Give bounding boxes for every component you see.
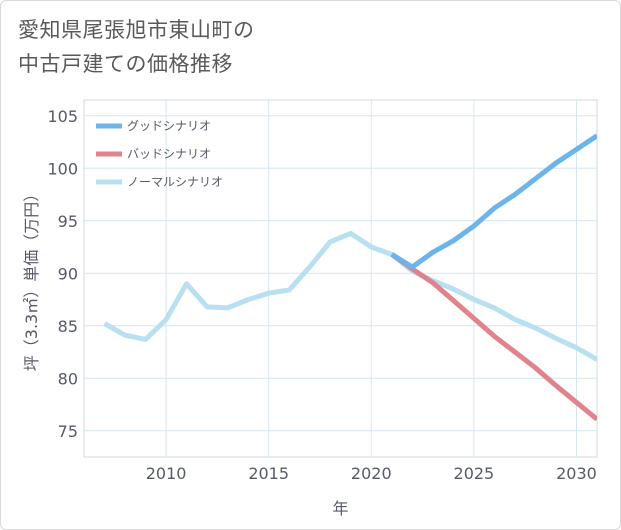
chart-title-line-2: 中古戸建ての価格推移	[18, 52, 233, 76]
legend-label: グッドシナリオ	[127, 119, 211, 133]
y-axis-label: 坪（3.3㎡）単価（万円）	[22, 186, 41, 371]
x-tick-label: 2030	[556, 464, 597, 483]
legend-label: バッドシナリオ	[127, 147, 211, 161]
y-tick-label: 80	[58, 369, 78, 388]
y-tick-label: 105	[47, 107, 78, 126]
x-tick-label: 2020	[351, 464, 392, 483]
y-tick-label: 90	[58, 264, 78, 283]
x-tick-label: 2010	[146, 464, 187, 483]
plot-area	[83, 99, 598, 458]
chart-title: 愛知県尾張旭市東山町の 中古戸建ての価格推移	[18, 13, 255, 81]
x-axis-label: 年	[332, 499, 348, 518]
y-tick-label: 75	[58, 422, 78, 441]
series-line-0	[390, 133, 597, 270]
series-line-1	[390, 252, 597, 422]
series-line-2	[103, 230, 597, 362]
series-layer	[103, 133, 597, 422]
y-tick-label: 95	[58, 212, 78, 231]
x-tick-label: 2025	[454, 464, 495, 483]
x-tick-label: 2015	[248, 464, 289, 483]
y-tick-label: 85	[58, 317, 78, 336]
tick-labels: 75 80 85 90 95 100 105 2010 2015 2020 2025 2030	[47, 107, 596, 483]
grid	[83, 99, 598, 458]
legend-label: ノーマルシナリオ	[127, 175, 223, 189]
y-tick-label: 100	[47, 159, 78, 178]
chart-title-line-1: 愛知県尾張旭市東山町の	[18, 18, 255, 42]
